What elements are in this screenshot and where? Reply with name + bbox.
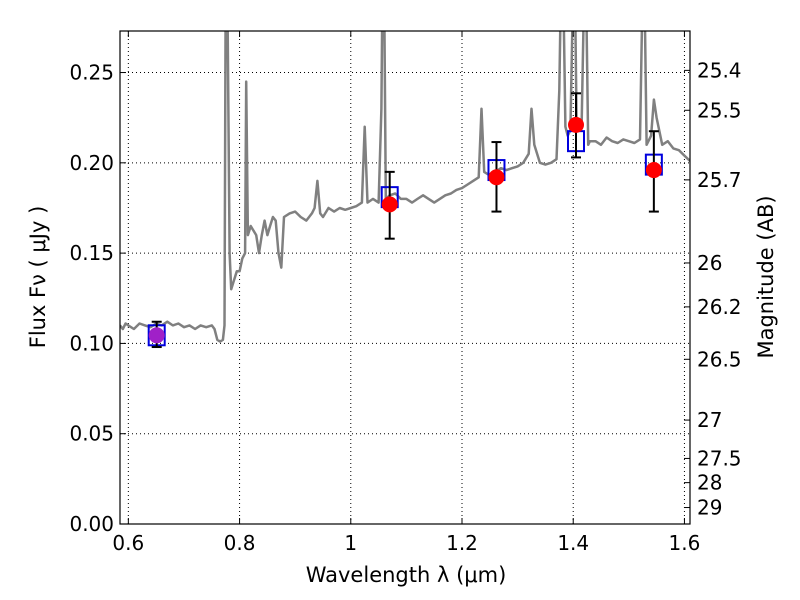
x-tick-label: 1 bbox=[344, 531, 357, 555]
magnitude-tick-label: 26 bbox=[697, 251, 722, 275]
magnitude-tick-label: 27 bbox=[697, 408, 722, 432]
x-axis-ticks: 0.6 0.8 1 1.2 1.4 1.6 bbox=[112, 31, 700, 555]
y-tick-label: 0.15 bbox=[69, 241, 114, 265]
x-tick-label: 1.6 bbox=[669, 531, 701, 555]
magnitude-tick-label: 27.5 bbox=[697, 446, 742, 470]
magnitude-tick-label: 25.7 bbox=[697, 168, 742, 192]
y-tick-label: 0.00 bbox=[69, 512, 114, 536]
observed-errorbar-series bbox=[148, 92, 662, 349]
magnitude-tick-label: 25.5 bbox=[697, 98, 742, 122]
y-tick-label: 0.05 bbox=[69, 422, 114, 446]
y-axis-label: Flux Fν ( μJy ) bbox=[26, 206, 50, 349]
y-tick-label: 0.20 bbox=[69, 151, 114, 175]
observed-data-point bbox=[488, 169, 505, 186]
observed-data-point bbox=[568, 116, 584, 133]
magnitude-tick-label: 25.4 bbox=[697, 58, 742, 82]
spectrum-line bbox=[120, 31, 690, 343]
observed-data-point bbox=[645, 162, 662, 179]
observed-data-point bbox=[148, 327, 165, 344]
magnitude-tick-label: 29 bbox=[697, 496, 722, 520]
spectrum-series bbox=[120, 31, 690, 343]
plot-frame bbox=[119, 30, 691, 525]
x-tick-label: 1.4 bbox=[557, 531, 589, 555]
magnitude-tick-label: 28 bbox=[697, 471, 722, 495]
y-tick-label: 0.25 bbox=[69, 61, 114, 85]
observed-data-point bbox=[381, 196, 398, 213]
magnitude-tick-label: 26.2 bbox=[697, 295, 742, 319]
x-tick-label: 0.6 bbox=[112, 531, 144, 555]
x-axis-label: Wavelength λ (μm) bbox=[306, 563, 507, 587]
x-tick-label: 1.2 bbox=[446, 531, 478, 555]
y-axis-ticks: 0.00 0.05 0.10 0.15 0.20 0.25 bbox=[69, 61, 126, 536]
magnitude-axis-label: Magnitude (AB) bbox=[754, 195, 778, 358]
y-tick-label: 0.10 bbox=[69, 331, 114, 355]
grid-lines bbox=[120, 31, 690, 525]
magnitude-tick-label: 26.5 bbox=[697, 347, 742, 371]
x-tick-label: 0.8 bbox=[224, 531, 256, 555]
